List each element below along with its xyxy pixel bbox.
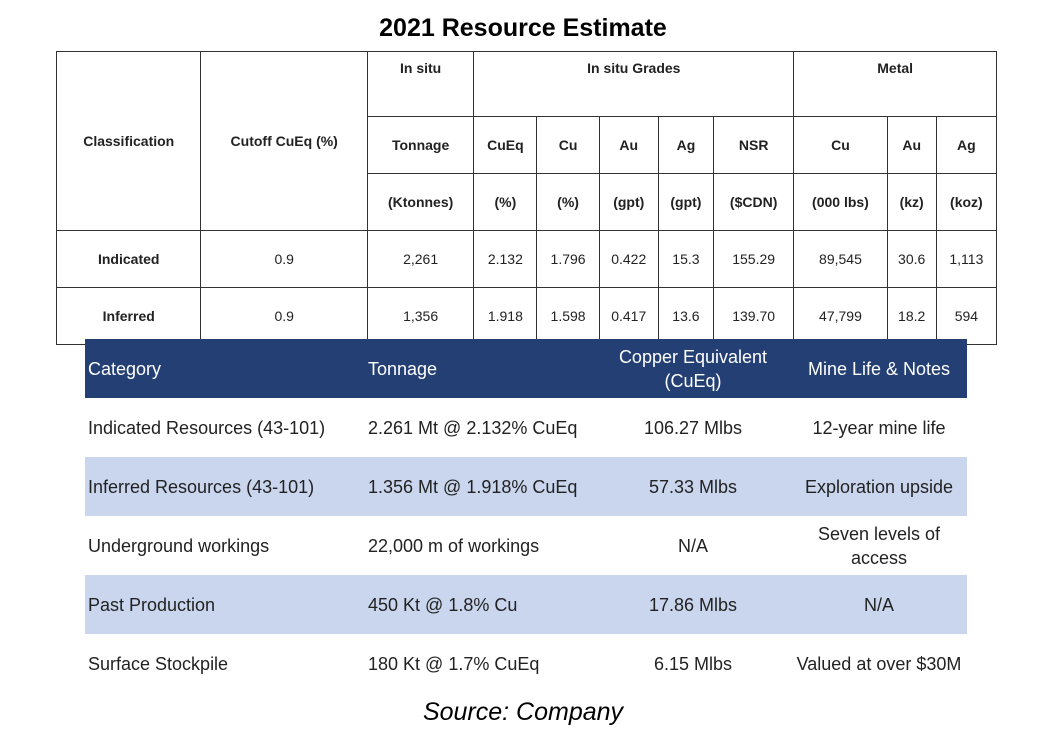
cell-nsr: 155.29 [712, 230, 795, 288]
summary-header-row: Category Tonnage Copper Equivalent (CuEq… [85, 339, 967, 398]
unit-au: (gpt) [598, 173, 659, 231]
cell-tonnage: 450 Kt @ 1.8% Cu [365, 575, 595, 634]
table-row: Inferred Resources (43-101) 1.356 Mt @ 1… [85, 457, 967, 516]
cell-cueq: 2.132 [473, 230, 538, 288]
resource-estimate-table: Classification Cutoff CuEq (%) In situ I… [55, 51, 998, 345]
cell-classification: Indicated [55, 230, 202, 288]
cell-cueq: 106.27 Mlbs [643, 417, 743, 438]
cell-notes: 12-year mine life [812, 417, 946, 438]
source-caption: Source: Company [422, 698, 624, 726]
cell-metal-ag: 594 [935, 287, 998, 345]
cell-ag: 15.3 [657, 230, 715, 288]
cell-tonnage: 22,000 m of workings [368, 535, 540, 556]
cell-metal-cu: 89,545 [793, 230, 888, 288]
subheader-cueq: CuEq [473, 116, 538, 174]
unit-nsr: ($CDN) [712, 173, 795, 231]
cell-cueq: 57.33 Mlbs [595, 457, 791, 516]
header-tonnage: Tonnage [365, 339, 595, 398]
table-row: Indicated 0.9 2,261 2.132 1.796 0.422 15… [55, 230, 998, 288]
unit-ag: (gpt) [657, 173, 715, 231]
subheader-ag: Ag [657, 116, 715, 174]
cell-cueq: N/A [677, 535, 708, 556]
subheader-metal-ag: Ag [935, 116, 998, 174]
header-copper-equivalent: Copper Equivalent (CuEq) [595, 339, 791, 398]
cell-ag: 13.6 [657, 287, 715, 345]
cell-cu: 1.598 [536, 287, 600, 345]
cell-tonnage: 2,261 [366, 230, 475, 288]
unit-cu: (%) [536, 173, 600, 231]
header-cutoff: Cutoff CuEq (%) [200, 51, 368, 231]
table-row: Indicated Resources (43-101) 2.261 Mt @ … [85, 398, 967, 457]
header-group-grades: In situ Grades [473, 51, 795, 117]
cell-tonnage: 1.356 Mt @ 1.918% CuEq [365, 457, 595, 516]
cell-cueq: 6.15 Mlbs [653, 653, 733, 674]
subheader-metal-cu: Cu [793, 116, 888, 174]
unit-tonnage: (Ktonnes) [366, 173, 475, 231]
cell-au: 0.417 [598, 287, 659, 345]
cell-metal-ag: 1,113 [935, 230, 998, 288]
subheader-nsr: NSR [712, 116, 795, 174]
cell-cueq: 1.918 [473, 287, 538, 345]
cell-cutoff: 0.9 [200, 287, 368, 345]
header-category: Category [85, 339, 365, 398]
cell-category: Underground workings [88, 535, 270, 556]
cell-notes: Exploration upside [791, 457, 967, 516]
cell-category: Inferred Resources (43-101) [85, 457, 365, 516]
subheader-tonnage: Tonnage [366, 116, 475, 174]
cell-cueq: 17.86 Mlbs [595, 575, 791, 634]
unit-metal-au: (kz) [886, 173, 937, 231]
subheader-au: Au [598, 116, 659, 174]
header-group-insitu: In situ [366, 51, 475, 117]
header-classification: Classification [55, 51, 202, 231]
subheader-cu: Cu [536, 116, 600, 174]
table-row: Past Production 450 Kt @ 1.8% Cu 17.86 M… [85, 575, 967, 634]
page-title: 2021 Resource Estimate [379, 14, 667, 42]
header-mine-life-notes: Mine Life & Notes [791, 339, 967, 398]
header-group-metal: Metal [793, 51, 997, 117]
unit-metal-cu: (000 lbs) [793, 173, 888, 231]
cell-category: Indicated Resources (43-101) [88, 417, 326, 438]
cell-tonnage: 2.261 Mt @ 2.132% CuEq [368, 417, 578, 438]
cell-metal-au: 18.2 [886, 287, 937, 345]
table-row: Surface Stockpile 180 Kt @ 1.7% CuEq 6.1… [85, 634, 967, 693]
cell-classification: Inferred [55, 287, 202, 345]
cell-notes: Seven levels of access [817, 523, 941, 568]
unit-metal-ag: (koz) [935, 173, 998, 231]
cell-category: Surface Stockpile [88, 653, 229, 674]
cell-cu: 1.796 [536, 230, 600, 288]
cell-nsr: 139.70 [712, 287, 795, 345]
cell-au: 0.422 [598, 230, 659, 288]
table-row: Underground workings 22,000 m of working… [85, 516, 967, 575]
subheader-metal-au: Au [886, 116, 937, 174]
cell-metal-au: 30.6 [886, 230, 937, 288]
cell-category: Past Production [85, 575, 365, 634]
cell-metal-cu: 47,799 [793, 287, 888, 345]
cell-notes: Valued at over $30M [796, 653, 962, 674]
cell-cutoff: 0.9 [200, 230, 368, 288]
resource-summary-table: Category Tonnage Copper Equivalent (CuEq… [85, 339, 967, 693]
table-row: Inferred 0.9 1,356 1.918 1.598 0.417 13.… [55, 287, 998, 345]
unit-cueq: (%) [473, 173, 538, 231]
cell-notes: N/A [791, 575, 967, 634]
cell-tonnage: 1,356 [366, 287, 475, 345]
cell-tonnage: 180 Kt @ 1.7% CuEq [368, 653, 540, 674]
